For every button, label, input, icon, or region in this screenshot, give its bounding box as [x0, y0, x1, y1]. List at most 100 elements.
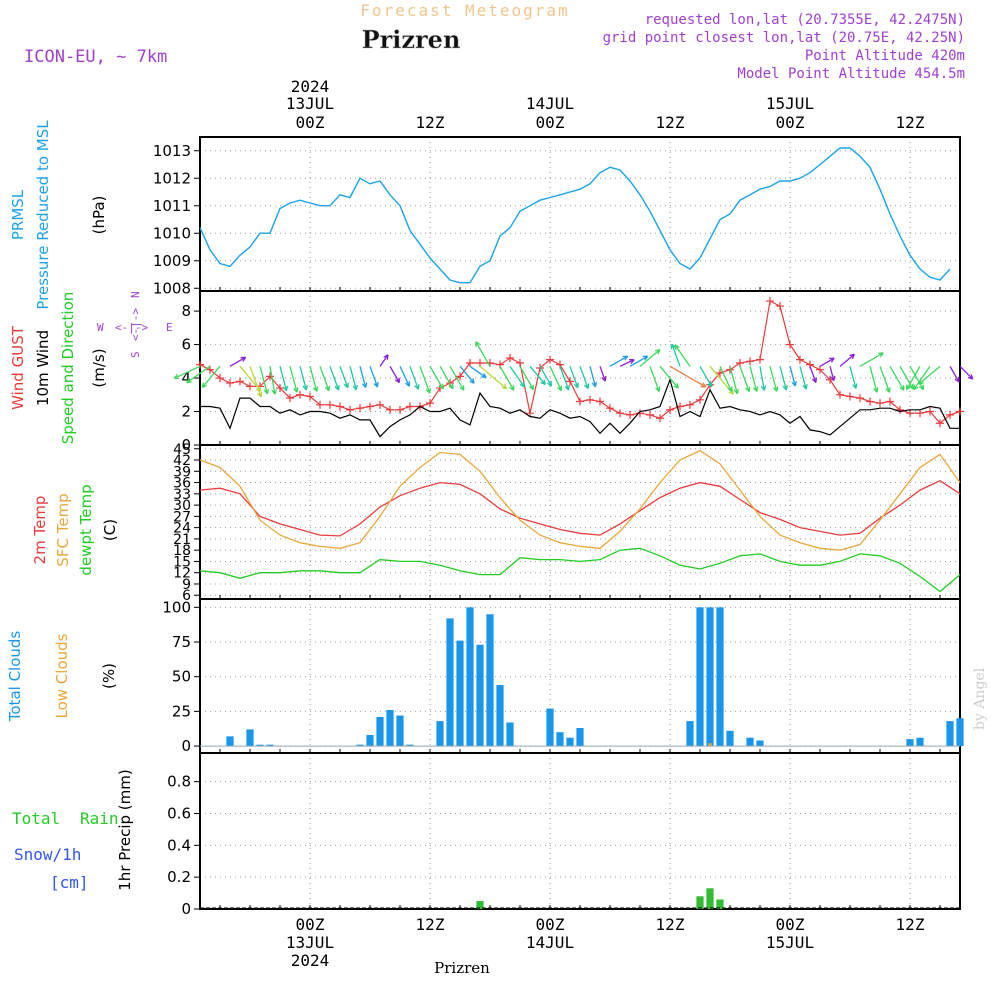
gust-marker: [236, 377, 244, 386]
bottom-time-label: 12Z: [656, 915, 685, 934]
wind-arrow: [579, 366, 589, 389]
total-cloud-bar: [566, 737, 574, 747]
wind-arrow: [609, 355, 628, 367]
gust-marker: [516, 358, 524, 367]
total-cloud-bar: [366, 734, 374, 747]
total-cloud-bar: [716, 607, 724, 747]
total-cloud-bar: [376, 716, 384, 747]
bottom-time-label: 00Z: [296, 915, 325, 934]
wind-arrow: [629, 355, 648, 367]
gust-marker: [946, 410, 954, 419]
dewpoint-line: [199, 547, 961, 593]
wind-arrow: [229, 356, 246, 367]
top-time-label: 14JUL: [526, 94, 574, 113]
gust-marker: [786, 340, 794, 349]
y-tick-label: 6: [182, 588, 191, 604]
wind-arrow: [539, 366, 552, 387]
pressure-unit: (hPa): [90, 196, 108, 235]
gust-marker: [396, 405, 404, 414]
wind-arrow: [349, 366, 357, 391]
bottom-time-label: 12Z: [416, 915, 445, 934]
bottom-time-label: 14JUL: [526, 933, 574, 952]
wind-arrow-head: [584, 383, 590, 389]
wind-arrow-head: [591, 381, 598, 388]
rain-bar: [696, 896, 704, 909]
wind-arrow: [329, 366, 340, 391]
gust-marker: [306, 392, 314, 401]
gust-marker: [876, 399, 884, 408]
y-tick-label: 15: [173, 554, 191, 570]
wind-arrow-head: [954, 376, 960, 383]
total-cloud-bar: [436, 721, 444, 747]
y-tick-label: 12: [173, 566, 191, 582]
wind-arrow-head: [425, 387, 431, 394]
y-tick-label: 1009: [153, 252, 191, 270]
gust-marker: [866, 397, 874, 406]
clouds-unit: (%): [100, 663, 118, 689]
total-cloud-bar: [696, 607, 704, 747]
wind-arrow-head: [654, 348, 661, 355]
wind-arrow-head: [501, 383, 508, 390]
gust-marker: [336, 402, 344, 411]
gust-marker: [766, 297, 774, 306]
wind-arrow-head: [312, 386, 319, 392]
wind-arrow: [559, 366, 570, 391]
wind-arrow-head: [745, 386, 751, 392]
wind-arrow: [475, 341, 491, 367]
wind-arrow-head: [469, 378, 475, 384]
wind-arrow-head: [918, 379, 924, 385]
pressure-label-b: Pressure Reduced to MSL: [34, 120, 52, 310]
wind-arrow-head: [908, 383, 914, 390]
wind-arrow: [529, 365, 546, 385]
wind-arrow-head: [642, 355, 649, 361]
total-cloud-bar: [546, 708, 554, 747]
wind-arrow: [519, 366, 534, 390]
top-time-label: 00Z: [776, 113, 805, 132]
gust-marker: [316, 400, 324, 409]
pressure-label-a: PRMSL: [9, 189, 27, 240]
wind-arrow: [379, 354, 389, 367]
wind-arrow-head: [201, 382, 208, 389]
gust-marker: [426, 399, 434, 408]
wind-arrow-head: [728, 389, 735, 395]
y-tick-label: 4: [181, 369, 191, 387]
total-cloud-bar: [466, 607, 474, 747]
wind-arrow: [339, 366, 349, 388]
total-cloud-bar: [946, 721, 954, 747]
model-point-altitude: Model Point Altitude 454.5m: [737, 66, 965, 82]
gust-marker: [296, 390, 304, 399]
total-cloud-bar: [506, 722, 514, 747]
wind-arrow: [839, 353, 855, 367]
grid-point-coords: grid point closest lon,lat (20.75E, 42.2…: [603, 30, 965, 46]
wind-arrow: [469, 365, 487, 379]
wind-arrow: [779, 366, 787, 391]
y-tick-label: 24: [173, 521, 191, 537]
wind-arrow: [359, 366, 367, 388]
y-tick-label: 21: [173, 532, 191, 548]
wind-arrow-head: [772, 386, 779, 392]
bottom-time-label: 15JUL: [766, 933, 814, 952]
wind-arrow: [459, 365, 475, 384]
gust-marker: [226, 379, 234, 388]
low-cloud-bar: [708, 743, 712, 747]
wind-arrow: [186, 365, 211, 384]
total-cloud-bar: [916, 737, 924, 747]
wind-arrow-head: [905, 384, 912, 391]
wind-arrow: [589, 366, 597, 387]
wind-arrow-head: [782, 384, 788, 391]
gust-marker: [246, 382, 254, 391]
y-tick-label: 9: [182, 577, 191, 593]
wind-arrow-head: [573, 382, 579, 389]
snow-label: Snow/1h: [14, 845, 81, 864]
wind-arrow: [729, 366, 738, 394]
wind-arrow: [899, 366, 914, 390]
gust-marker: [566, 377, 574, 386]
gust-marker: [266, 372, 274, 381]
y-tick-label: 18: [173, 543, 191, 559]
t2m-line: [199, 479, 961, 537]
wind-arrow: [769, 366, 778, 392]
gust-marker: [646, 410, 654, 419]
top-time-label: 12Z: [416, 113, 445, 132]
y-tick-label: 0.4: [167, 836, 191, 854]
compass-s: S: [129, 351, 142, 358]
